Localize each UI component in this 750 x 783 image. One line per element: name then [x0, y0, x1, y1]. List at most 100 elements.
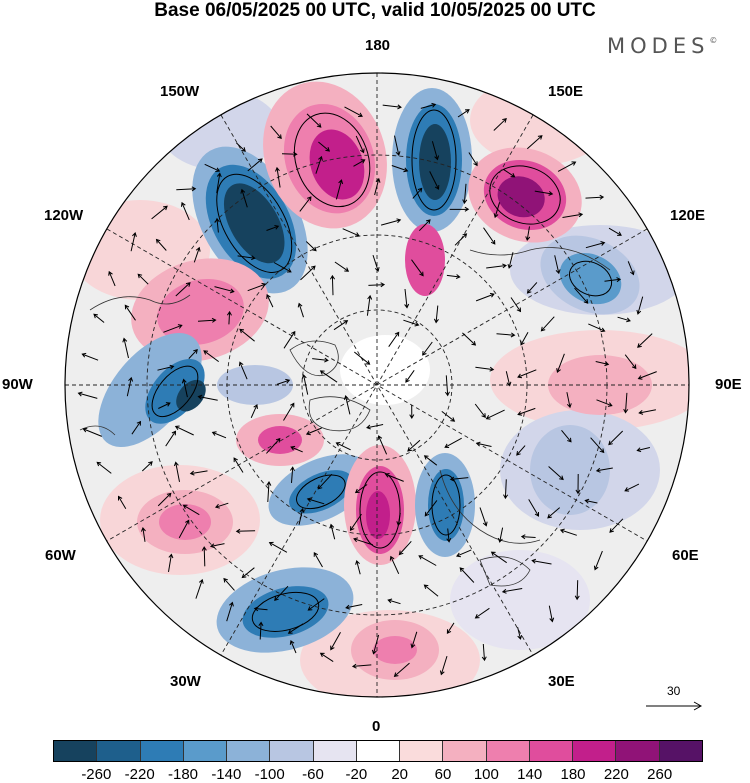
wind-arrow [505, 371, 512, 387]
wind-arrow [407, 439, 421, 452]
wind-arrow [343, 395, 351, 415]
colorbar [53, 740, 703, 762]
wind-arrow [475, 366, 495, 372]
wind-arrow [96, 461, 112, 474]
colorbar-tick-label: 100 [473, 766, 499, 783]
wind-arrow [141, 461, 153, 472]
wind-arrow [562, 212, 584, 218]
wind-arrow [165, 430, 177, 447]
wind-arrow [475, 292, 495, 302]
wind-arrow [431, 141, 440, 161]
wind-arrow [627, 261, 635, 276]
wind-arrow [501, 588, 523, 594]
wind-arrow [493, 202, 501, 219]
wind-arrow [503, 168, 516, 178]
wind-arrow [439, 655, 448, 676]
logo-registered-mark: © [709, 36, 718, 45]
lon-label-150e: 150E [548, 83, 584, 100]
wind-arrow [366, 294, 373, 316]
wind-arrow [588, 323, 606, 333]
wind-arrow [561, 429, 572, 443]
wind-arrow [273, 262, 292, 273]
wind-arrow [118, 495, 127, 509]
wind-arrow [424, 500, 438, 517]
wind-arrow [315, 155, 323, 174]
wind-arrow [418, 219, 431, 232]
map-border [64, 72, 690, 698]
wind-arrow [268, 541, 288, 553]
colorbar-segment [227, 741, 271, 761]
colorbar-tick-label: 220 [603, 766, 629, 783]
wind-arrow [301, 374, 309, 395]
colorbar-segment [400, 741, 444, 761]
wind-arrow [329, 274, 336, 296]
colorbar-tick-label: 60 [434, 766, 452, 783]
wind-arrow [287, 623, 304, 634]
wind-arrow [335, 442, 351, 451]
anomaly-30e-negative-wash [450, 550, 590, 650]
wind-vectors [77, 102, 657, 677]
wind-arrow [236, 142, 246, 152]
wind-arrow [585, 241, 606, 249]
wind-arrow [306, 113, 322, 128]
wind-arrow [204, 163, 221, 172]
wind-arrow [585, 194, 605, 200]
wind-arrow [283, 402, 295, 421]
wind-arrow [275, 166, 281, 188]
wind-arrow [409, 404, 415, 419]
wind-arrow [276, 378, 291, 385]
wind-arrow [548, 466, 564, 481]
wind-arrow [474, 403, 486, 418]
wind-arrow [247, 158, 263, 172]
wind-arrow [444, 437, 462, 448]
wind-arrow [77, 391, 98, 399]
wind-arrow [226, 601, 234, 622]
wind-arrow [344, 106, 363, 117]
wind-arrow [636, 296, 644, 315]
wind-arrow [176, 186, 197, 192]
wind-arrow [174, 425, 194, 436]
wind-arrow [157, 492, 172, 507]
wind-arrow [468, 152, 478, 167]
wind-arrow [353, 537, 374, 546]
lon-label-120w: 120W [44, 207, 84, 224]
wind-arrow [638, 409, 656, 415]
low-60e [530, 425, 610, 515]
wind-arrow [318, 141, 331, 152]
reference-vector-arrow [646, 701, 703, 711]
wind-arrow [525, 226, 531, 242]
wind-arrow [520, 534, 536, 540]
wind-arrow [223, 577, 235, 591]
wind-arrow [496, 332, 516, 338]
high-165w [263, 81, 387, 229]
low-30w [216, 567, 354, 653]
wind-arrow [526, 282, 538, 294]
wind-arrow [335, 179, 344, 200]
wind-arrow [189, 470, 208, 476]
wind-arrow [528, 499, 539, 517]
wind-arrow [188, 348, 198, 359]
wind-arrow [497, 527, 504, 543]
wind-arrow [305, 241, 317, 252]
wind-arrow [122, 337, 129, 359]
wind-arrow [151, 205, 168, 220]
wind-arrow [211, 431, 227, 439]
wind-arrow [334, 261, 350, 272]
wind-arrow [422, 341, 433, 356]
wind-arrow [481, 643, 487, 662]
wind-arrow [575, 473, 581, 495]
wind-arrow [423, 584, 439, 597]
wind-arrow [455, 549, 472, 558]
wind-arrow [126, 376, 134, 397]
wind-arrow [624, 354, 637, 370]
wind-arrow [559, 528, 577, 536]
wind-arrow [270, 125, 282, 140]
wind-arrow [351, 663, 372, 669]
wind-arrow [566, 392, 572, 409]
wind-arrow [237, 255, 256, 261]
wind-arrow [609, 518, 624, 533]
colorbar-segment [356, 741, 401, 761]
wind-arrow [93, 313, 105, 323]
wind-arrow [214, 286, 235, 294]
